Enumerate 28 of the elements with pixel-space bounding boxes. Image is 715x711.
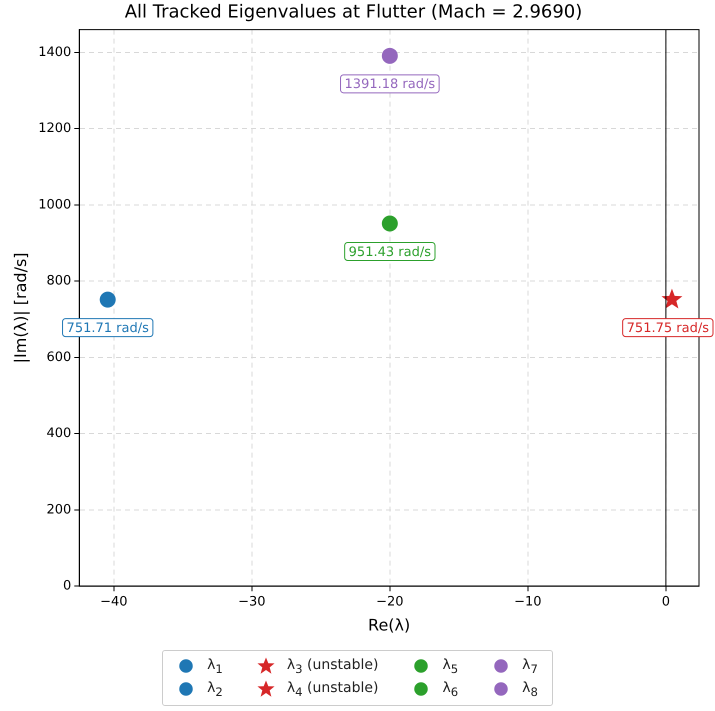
y-tick-label: 400 <box>46 426 72 442</box>
legend-label: λ$_{7}$ <box>522 657 538 676</box>
y-tick-label: 600 <box>46 350 72 365</box>
x-tick-label: −30 <box>238 594 266 610</box>
data-label: 751.75 rad/s <box>626 320 710 336</box>
y-tick-label: 0 <box>63 578 72 594</box>
x-tick-label: −40 <box>100 594 128 610</box>
x-tick-label: −10 <box>514 594 542 610</box>
y-tick-label: 1400 <box>38 44 72 60</box>
y-tick-label: 200 <box>46 502 72 518</box>
x-tick-label: −20 <box>376 594 404 610</box>
data-label: 951.43 rad/s <box>348 244 432 260</box>
legend-label: λ$_{3}$ (unstable) <box>286 657 378 676</box>
x-tick-label: 0 <box>662 594 670 610</box>
chart-title: All Tracked Eigenvalues at Flutter (Mach = 2.9690) <box>124 1 582 22</box>
legend-label: λ$_{4}$ (unstable) <box>286 680 378 699</box>
legend-label: λ$_{1}$ <box>207 657 223 676</box>
data-label: 1391.18 rad/s <box>344 77 436 92</box>
data-label: 751.71 rad/s <box>66 321 150 336</box>
legend-label: λ$_{6}$ <box>442 680 458 699</box>
y-tick-label: 800 <box>46 274 72 289</box>
legend-label: λ$_{8}$ <box>522 680 538 699</box>
legend-label: λ$_{5}$ <box>442 657 458 676</box>
legend-label: λ$_{2}$ <box>207 680 223 699</box>
y-tick-label: 1200 <box>38 121 72 136</box>
y-tick-label: 1000 <box>38 197 72 212</box>
x-axis-title: Re(λ) <box>368 616 410 635</box>
y-axis-title: |Im(λ)| [rad/s] <box>10 252 30 364</box>
